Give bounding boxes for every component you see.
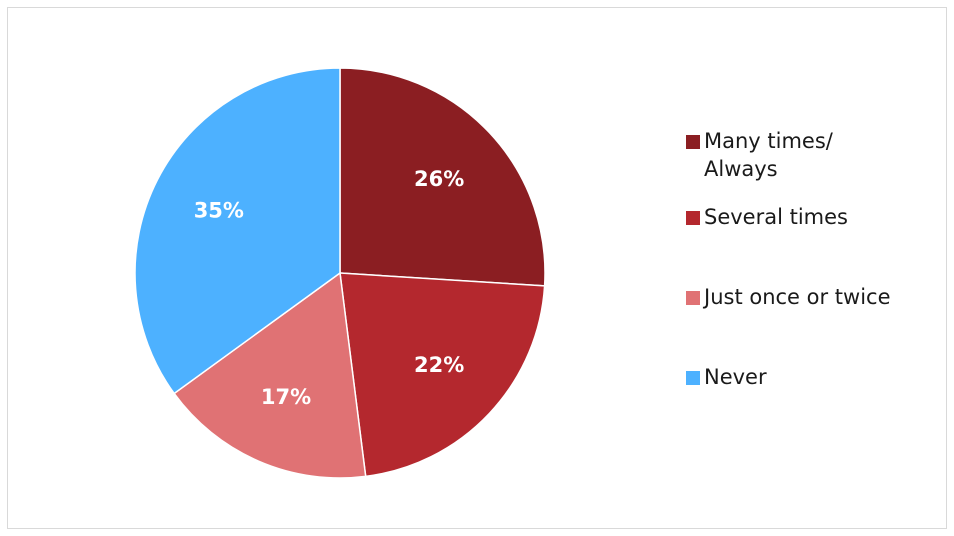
legend-swatch-never bbox=[686, 371, 700, 385]
legend-item-just-once-or-twice: Just once or twice bbox=[686, 283, 891, 311]
pie-labels: 26% 22% 17% 35% bbox=[194, 167, 465, 409]
legend-item-many-times-always: Many times/ Always bbox=[686, 127, 833, 183]
legend-label-just-once-or-twice: Just once or twice bbox=[704, 285, 891, 309]
pie-slice-many-times-always bbox=[339, 67, 546, 287]
data-label-many-times-always: 26% bbox=[414, 167, 464, 191]
legend-swatch-several-times bbox=[686, 211, 700, 225]
pie-slice-just-once-or-twice bbox=[173, 271, 367, 479]
legend-item-several-times: Several times bbox=[686, 203, 848, 231]
data-label-several-times: 22% bbox=[414, 353, 464, 377]
pie-slice-several-times bbox=[339, 272, 546, 478]
legend-item-never: Never bbox=[686, 363, 767, 391]
legend-label-many-times-always: Many times/ Always bbox=[704, 129, 833, 181]
data-label-just-once-or-twice: 17% bbox=[261, 385, 311, 409]
legend-label-never: Never bbox=[704, 365, 767, 389]
legend: Many times/ Always Several times Just on… bbox=[686, 0, 954, 536]
pie-slice-never bbox=[134, 67, 341, 395]
data-label-never: 35% bbox=[194, 198, 244, 222]
legend-swatch-many-times-always bbox=[686, 135, 700, 149]
pie-slices bbox=[134, 67, 546, 479]
legend-swatch-just-once-or-twice bbox=[686, 291, 700, 305]
legend-label-several-times: Several times bbox=[704, 205, 848, 229]
